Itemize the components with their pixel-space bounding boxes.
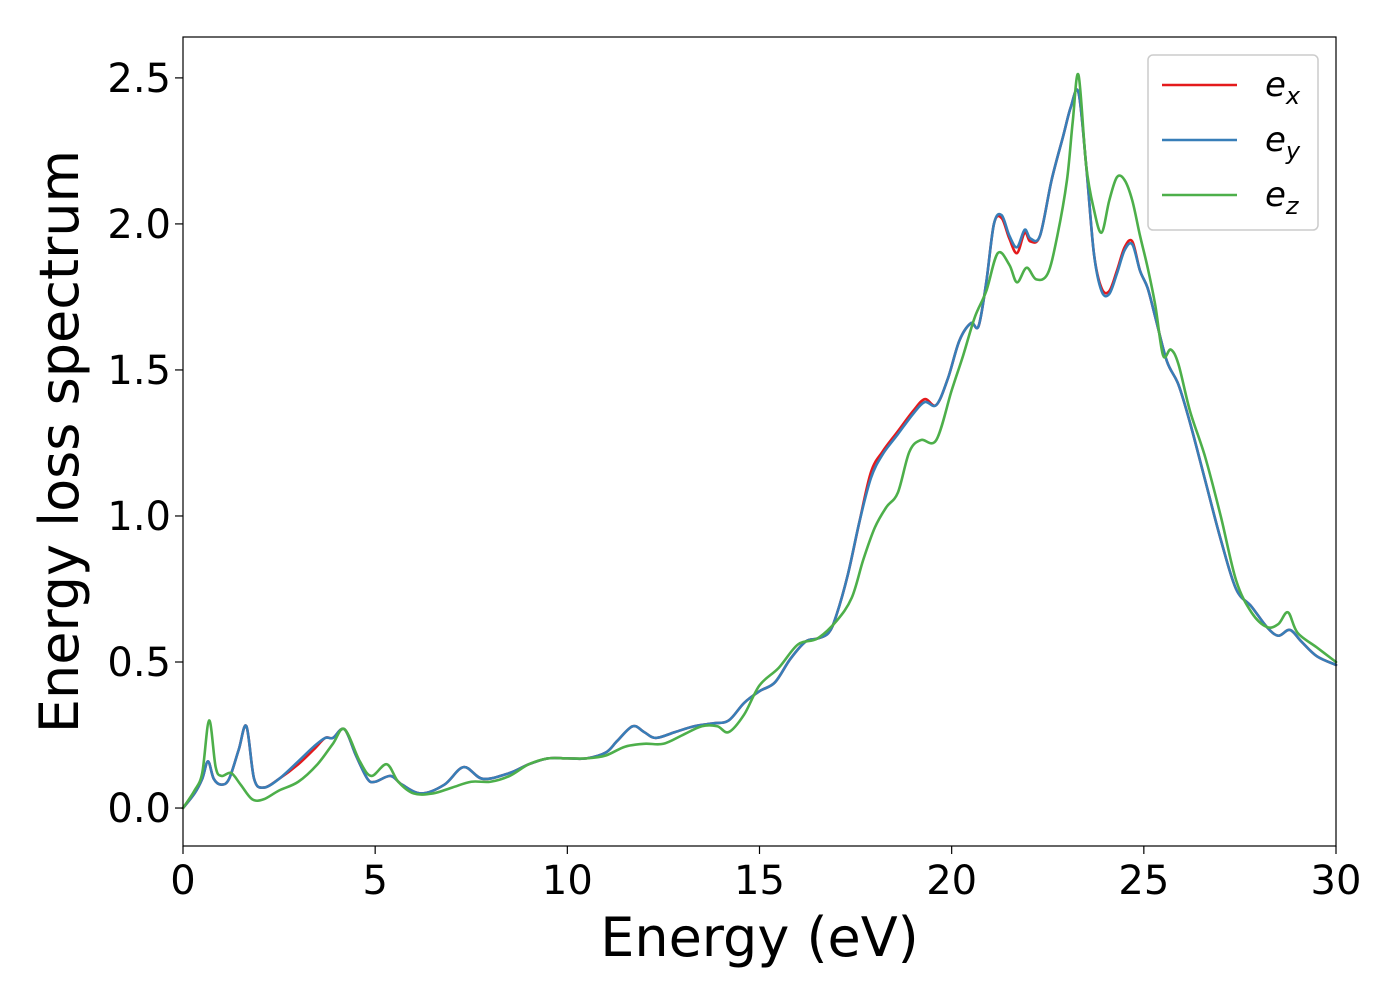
axis-ticks: 0 5 10 15 20 25 30 0.0 0.5 1.0 1.5 2.0 2.5 (107, 56, 1361, 904)
legend-box (1147, 54, 1319, 231)
legend-label-x: ex (1265, 65, 1301, 110)
y-tick-label: 0.0 (107, 786, 171, 832)
y-tick-label: 2.0 (107, 202, 171, 248)
y-tick-label: 1.5 (107, 348, 171, 394)
y-axis-label: Energy loss spectrum (28, 150, 91, 733)
x-tick-label: 10 (542, 858, 593, 904)
y-tick-label: 1.0 (107, 494, 171, 540)
series-line-z (181, 72, 1338, 810)
x-tick-label: 5 (362, 858, 387, 904)
x-tick-label: 15 (734, 858, 785, 904)
x-tick-label: 0 (170, 858, 195, 904)
x-tick-label: 30 (1311, 858, 1362, 904)
y-tick-label: 2.5 (107, 56, 171, 102)
y-tick-label: 0.5 (107, 640, 171, 686)
x-tick-label: 20 (926, 858, 977, 904)
x-tick-label: 25 (1118, 858, 1169, 904)
legend-label-z: ez (1265, 175, 1300, 220)
series-lines (181, 72, 1338, 810)
x-axis-label: Energy (eV) (600, 906, 919, 969)
legend-label-y: ey (1265, 120, 1301, 165)
legend: ex ey ez (1147, 54, 1319, 231)
